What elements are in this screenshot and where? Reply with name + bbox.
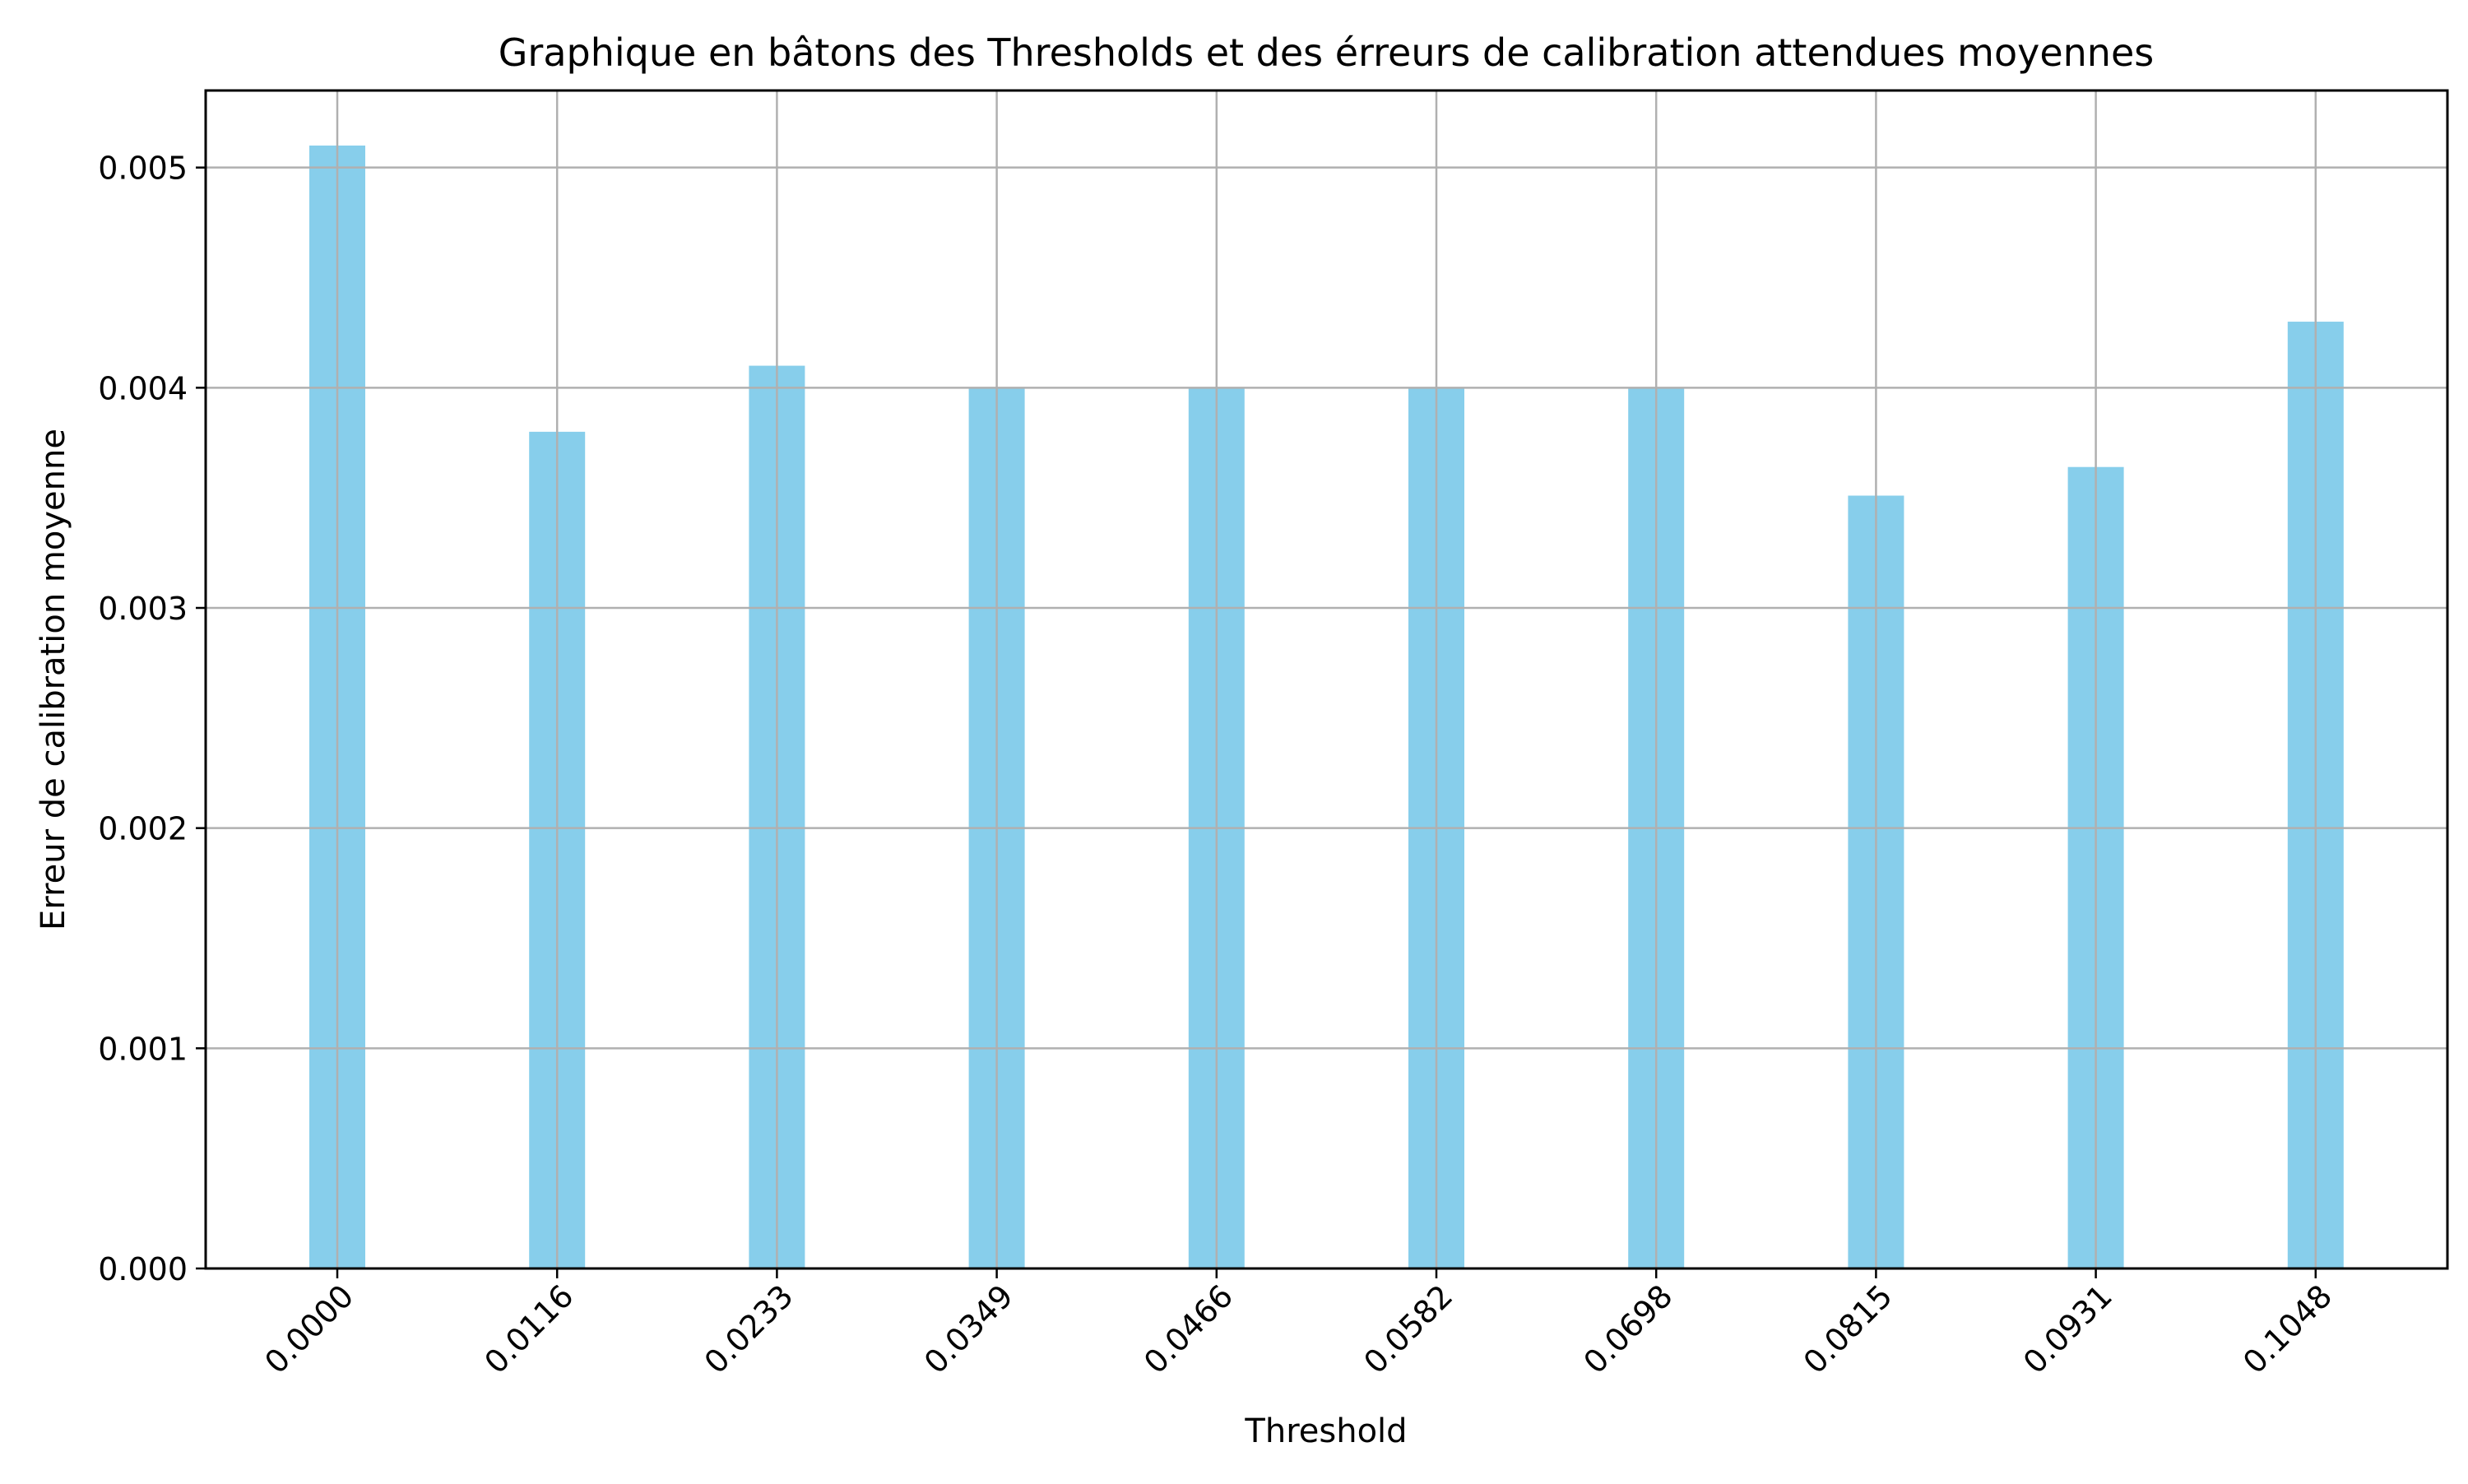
y-tick-label: 0.004: [98, 370, 188, 406]
y-axis-label: Erreur de calibration moyenne: [35, 429, 72, 930]
chart-title: Graphique en bâtons des Thresholds et de…: [499, 30, 2154, 75]
x-axis-label: Threshold: [1244, 1412, 1407, 1450]
y-tick-label: 0.001: [98, 1031, 188, 1067]
y-axis: 0.000 0.001 0.002 0.003 0.004 0.005: [98, 151, 206, 1287]
y-tick-label: 0.002: [98, 811, 188, 847]
y-tick-label: 0.005: [98, 151, 188, 187]
plot-frame: [204, 89, 2449, 1270]
y-tick-label: 0.003: [98, 591, 188, 627]
y-tick-label: 0.000: [98, 1251, 188, 1287]
